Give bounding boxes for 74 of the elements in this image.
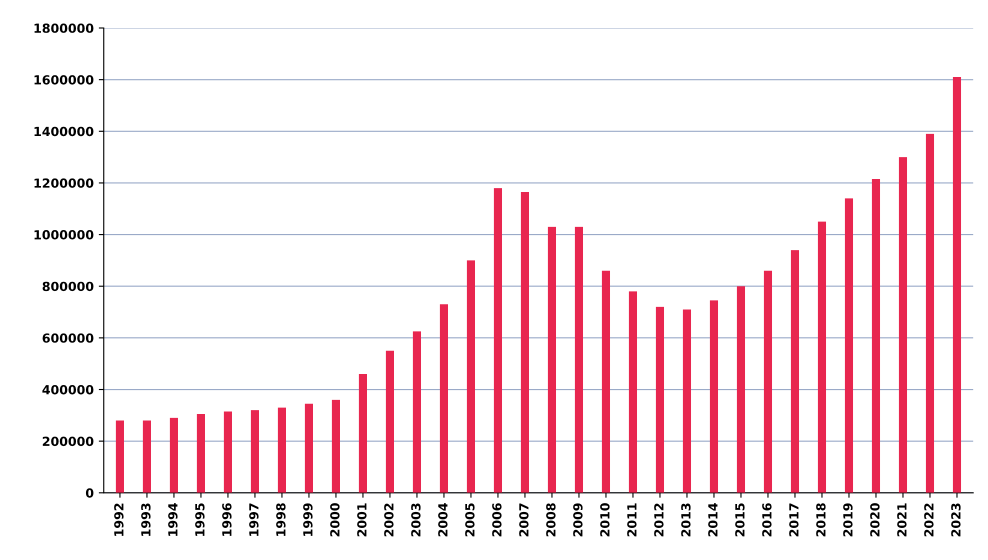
y-tick-label: 1400000 xyxy=(34,126,94,136)
x-tick-label: 2003 xyxy=(411,504,421,536)
bar xyxy=(224,411,232,493)
bar xyxy=(656,306,664,493)
bar xyxy=(170,418,178,493)
y-tick-label: 600000 xyxy=(42,333,94,343)
bar xyxy=(710,300,718,493)
bar xyxy=(304,404,313,493)
x-tick-label: 2023 xyxy=(951,504,961,536)
bar xyxy=(790,250,800,493)
x-tick-label: 2018 xyxy=(816,503,826,536)
x-tick-label: 2014 xyxy=(708,503,718,536)
bar xyxy=(520,192,530,493)
bar xyxy=(872,179,880,493)
bar xyxy=(386,350,394,493)
bar xyxy=(682,309,692,493)
x-tick-label: 1996 xyxy=(222,503,232,536)
bar xyxy=(574,226,584,493)
bar xyxy=(764,270,772,493)
bar xyxy=(736,286,746,493)
x-tick-label: 2000 xyxy=(330,503,340,536)
bar xyxy=(440,304,448,493)
x-tick-label: 2021 xyxy=(897,503,907,536)
x-tick-label: 2013 xyxy=(681,504,691,536)
bar xyxy=(844,198,854,493)
bar xyxy=(926,134,934,493)
y-tick-label: 1800000 xyxy=(34,23,94,33)
bar xyxy=(952,77,962,493)
x-tick-label: 1993 xyxy=(141,504,151,536)
x-tick-label: 2009 xyxy=(573,503,583,536)
x-tick-label: 1998 xyxy=(276,503,286,536)
bar xyxy=(466,260,476,493)
x-tick-label: 1997 xyxy=(249,504,259,536)
bar xyxy=(548,226,556,493)
bar xyxy=(250,410,259,493)
y-tick-label: 400000 xyxy=(42,384,94,394)
y-tick-label: 0 xyxy=(86,488,94,498)
y-tick-label: 200000 xyxy=(42,436,94,446)
bar xyxy=(332,400,340,493)
bar xyxy=(494,188,502,493)
bar xyxy=(628,291,638,493)
bar xyxy=(116,420,124,493)
x-tick-label: 1999 xyxy=(303,503,313,536)
x-tick-label: 2017 xyxy=(789,504,799,536)
x-tick-label: 2020 xyxy=(870,503,880,536)
x-tick-label: 1992 xyxy=(114,504,124,536)
x-tick-label: 1994 xyxy=(168,503,178,536)
bar xyxy=(898,157,908,493)
x-tick-label: 2022 xyxy=(924,504,934,536)
x-tick-label: 2016 xyxy=(762,503,772,536)
x-tick-label: 2002 xyxy=(384,504,394,536)
x-tick-label: 2008 xyxy=(546,503,556,536)
x-tick-label: 2006 xyxy=(492,503,502,536)
bar xyxy=(818,222,826,493)
x-tick-label: 1995 xyxy=(195,503,205,536)
y-tick-label: 800000 xyxy=(42,282,94,292)
bar xyxy=(602,270,610,493)
y-tick-label: 1600000 xyxy=(34,75,94,85)
x-tick-label: 2010 xyxy=(600,503,610,536)
x-tick-label: 2015 xyxy=(735,503,745,536)
bar xyxy=(142,420,151,493)
x-tick-label: 2004 xyxy=(438,503,448,536)
x-tick-label: 2001 xyxy=(357,503,367,536)
x-tick-label: 2007 xyxy=(519,504,529,536)
x-tick-label: 2005 xyxy=(465,503,475,536)
x-tick-label: 2019 xyxy=(843,503,853,536)
y-tick-label: 1200000 xyxy=(34,178,94,188)
x-tick-label: 2012 xyxy=(654,504,664,536)
bar xyxy=(278,408,286,493)
x-tick-label: 2011 xyxy=(627,503,637,536)
bar xyxy=(412,331,422,493)
bar xyxy=(196,414,205,493)
bar xyxy=(358,374,367,493)
y-tick-label: 1000000 xyxy=(34,230,94,240)
